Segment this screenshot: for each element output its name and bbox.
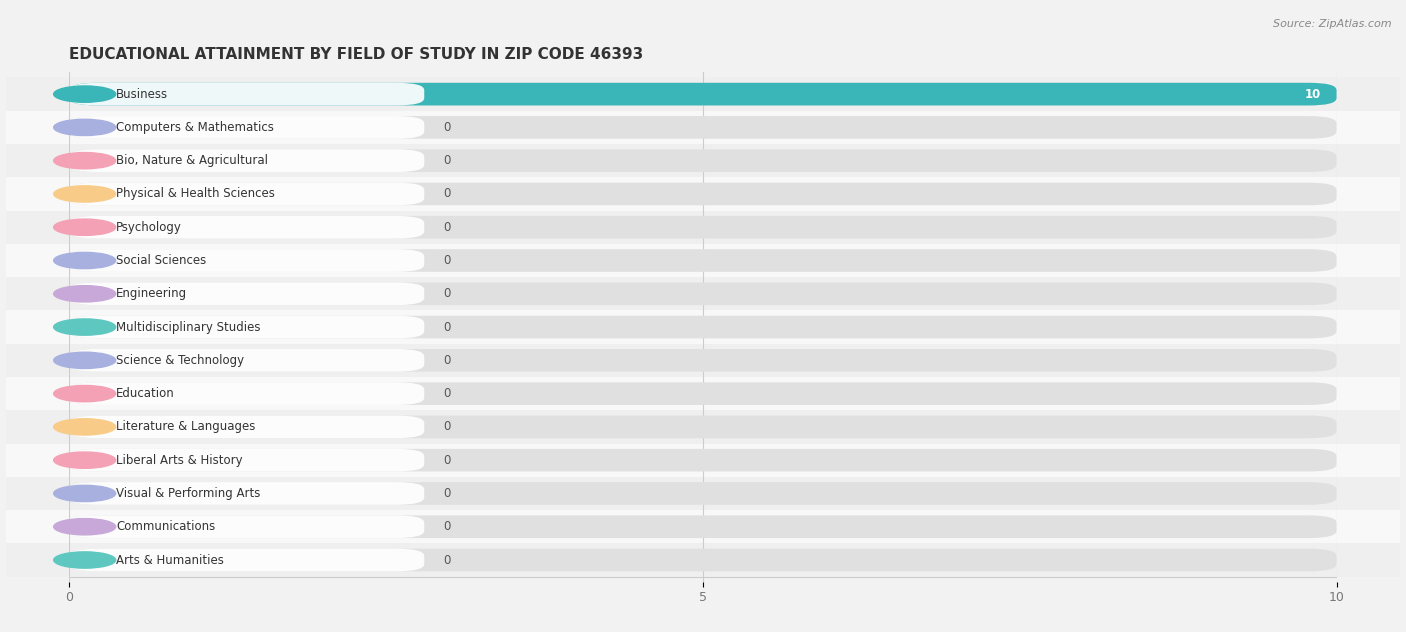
Text: 0: 0 xyxy=(443,554,451,566)
FancyBboxPatch shape xyxy=(69,549,425,571)
Text: 0: 0 xyxy=(443,254,451,267)
Bar xyxy=(6,310,1400,344)
Circle shape xyxy=(53,452,115,468)
Circle shape xyxy=(53,219,115,235)
Circle shape xyxy=(53,319,115,335)
Text: Psychology: Psychology xyxy=(117,221,183,234)
Text: 0: 0 xyxy=(443,520,451,533)
Text: 0: 0 xyxy=(443,454,451,466)
Circle shape xyxy=(53,352,115,368)
Text: 0: 0 xyxy=(443,188,451,200)
Circle shape xyxy=(53,552,115,568)
FancyBboxPatch shape xyxy=(69,482,1337,505)
Text: Communications: Communications xyxy=(117,520,215,533)
Bar xyxy=(6,111,1400,144)
Text: Arts & Humanities: Arts & Humanities xyxy=(117,554,224,566)
Circle shape xyxy=(53,485,115,502)
Text: 0: 0 xyxy=(443,354,451,367)
FancyBboxPatch shape xyxy=(69,183,425,205)
FancyBboxPatch shape xyxy=(69,449,1337,471)
Circle shape xyxy=(53,119,115,135)
Bar xyxy=(6,410,1400,444)
Bar xyxy=(6,210,1400,244)
FancyBboxPatch shape xyxy=(69,283,1337,305)
Text: 0: 0 xyxy=(443,288,451,300)
Circle shape xyxy=(53,419,115,435)
Bar xyxy=(6,344,1400,377)
Bar xyxy=(6,444,1400,477)
FancyBboxPatch shape xyxy=(69,116,1337,138)
Circle shape xyxy=(53,86,115,102)
FancyBboxPatch shape xyxy=(69,482,425,505)
FancyBboxPatch shape xyxy=(69,149,425,172)
Text: 0: 0 xyxy=(443,221,451,234)
Text: Science & Technology: Science & Technology xyxy=(117,354,245,367)
Text: Computers & Mathematics: Computers & Mathematics xyxy=(117,121,274,134)
FancyBboxPatch shape xyxy=(69,382,1337,405)
Bar xyxy=(6,178,1400,210)
Text: Physical & Health Sciences: Physical & Health Sciences xyxy=(117,188,276,200)
Bar xyxy=(6,477,1400,510)
Text: EDUCATIONAL ATTAINMENT BY FIELD OF STUDY IN ZIP CODE 46393: EDUCATIONAL ATTAINMENT BY FIELD OF STUDY… xyxy=(69,47,644,61)
FancyBboxPatch shape xyxy=(69,249,425,272)
FancyBboxPatch shape xyxy=(69,416,425,438)
FancyBboxPatch shape xyxy=(69,283,425,305)
FancyBboxPatch shape xyxy=(69,216,1337,238)
Bar xyxy=(6,244,1400,277)
Circle shape xyxy=(53,152,115,169)
Text: Liberal Arts & History: Liberal Arts & History xyxy=(117,454,243,466)
FancyBboxPatch shape xyxy=(69,183,1337,205)
Bar xyxy=(6,78,1400,111)
Text: 0: 0 xyxy=(443,121,451,134)
Bar xyxy=(6,377,1400,410)
Bar xyxy=(6,510,1400,544)
FancyBboxPatch shape xyxy=(69,516,425,538)
Text: Social Sciences: Social Sciences xyxy=(117,254,207,267)
Bar xyxy=(6,544,1400,576)
FancyBboxPatch shape xyxy=(69,83,1337,106)
Circle shape xyxy=(53,286,115,302)
Text: 0: 0 xyxy=(443,420,451,434)
FancyBboxPatch shape xyxy=(69,149,1337,172)
Bar xyxy=(6,144,1400,178)
Text: Business: Business xyxy=(117,88,169,100)
Text: Bio, Nature & Agricultural: Bio, Nature & Agricultural xyxy=(117,154,269,167)
Text: Multidisciplinary Studies: Multidisciplinary Studies xyxy=(117,320,262,334)
FancyBboxPatch shape xyxy=(69,116,425,138)
Text: 0: 0 xyxy=(443,154,451,167)
FancyBboxPatch shape xyxy=(69,316,1337,338)
FancyBboxPatch shape xyxy=(69,349,1337,372)
Circle shape xyxy=(53,519,115,535)
FancyBboxPatch shape xyxy=(69,416,1337,438)
Text: 0: 0 xyxy=(443,487,451,500)
FancyBboxPatch shape xyxy=(69,449,425,471)
FancyBboxPatch shape xyxy=(69,216,425,238)
FancyBboxPatch shape xyxy=(69,249,1337,272)
Text: Literature & Languages: Literature & Languages xyxy=(117,420,256,434)
FancyBboxPatch shape xyxy=(69,349,425,372)
Text: Engineering: Engineering xyxy=(117,288,187,300)
Circle shape xyxy=(53,252,115,269)
Circle shape xyxy=(53,386,115,402)
FancyBboxPatch shape xyxy=(69,83,425,106)
FancyBboxPatch shape xyxy=(69,316,425,338)
Text: Visual & Performing Arts: Visual & Performing Arts xyxy=(117,487,260,500)
Circle shape xyxy=(53,186,115,202)
FancyBboxPatch shape xyxy=(69,83,1337,106)
FancyBboxPatch shape xyxy=(69,549,1337,571)
Text: 10: 10 xyxy=(1305,88,1322,100)
Text: Source: ZipAtlas.com: Source: ZipAtlas.com xyxy=(1274,19,1392,29)
Text: 0: 0 xyxy=(443,320,451,334)
Bar xyxy=(6,277,1400,310)
FancyBboxPatch shape xyxy=(69,516,1337,538)
Text: 0: 0 xyxy=(443,387,451,400)
FancyBboxPatch shape xyxy=(69,382,425,405)
Text: Education: Education xyxy=(117,387,176,400)
